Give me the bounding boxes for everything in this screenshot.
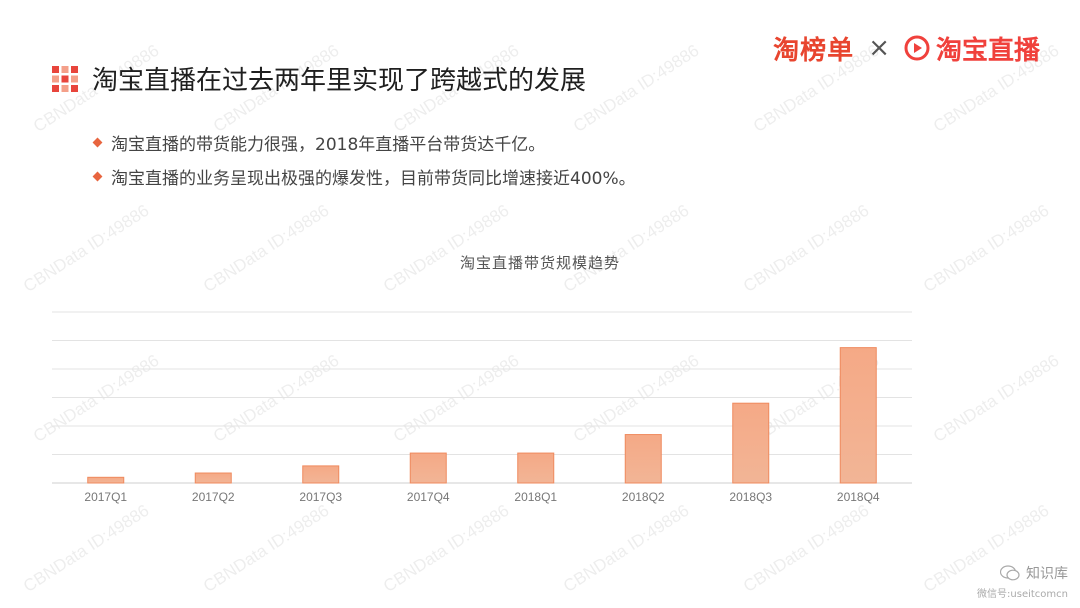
page-title: 淘宝直播在过去两年里实现了跨越式的发展 <box>92 66 587 96</box>
taobao-live-logo: 淘宝直播 <box>904 30 1040 67</box>
footer-watermark: 知识库 微信号:useitcomcn <box>977 563 1068 600</box>
bar-2017q1 <box>87 476 125 484</box>
bullet-text: 淘宝直播的带货能力很强，2018年直播平台带货达千亿。 <box>111 134 546 155</box>
chart-title: 淘宝直播带货规模趋势 <box>459 254 620 272</box>
chart-x-tick-labels: 2017Q1 2017Q2 2017Q3 2017Q4 2018Q1 2018Q2 2018… <box>84 490 880 504</box>
partner-logos: 淘榜单 × 淘宝直播 <box>773 30 1040 66</box>
bullet-item: 淘宝直播的业务呈现出极强的爆发性，目前带货同比增速接近400%。 <box>92 159 636 193</box>
wechat-icon <box>1000 565 1020 581</box>
bar-2017q4 <box>409 452 447 484</box>
chart-bars <box>87 347 877 484</box>
bar-2017q3 <box>302 465 340 484</box>
x-tick-label: 2018Q2 <box>622 490 665 504</box>
bar-2017q2 <box>194 472 232 484</box>
x-tick-label: 2018Q1 <box>514 490 557 504</box>
x-tick-label: 2018Q4 <box>837 490 880 504</box>
bullet-item: 淘宝直播的带货能力很强，2018年直播平台带货达千亿。 <box>92 125 636 159</box>
x-tick-label: 2017Q4 <box>407 490 450 504</box>
bar-2018q1 <box>517 452 555 484</box>
x-tick-label: 2018Q3 <box>729 490 772 504</box>
bar-2018q4 <box>839 347 877 484</box>
slide-title-row: 淘宝直播在过去两年里实现了跨越式的发展 <box>52 60 586 97</box>
bar-2018q2 <box>624 434 662 484</box>
footer-main-text: 知识库 <box>1026 566 1068 582</box>
bar-2018q3 <box>732 402 770 484</box>
checker-square-icon <box>52 65 78 92</box>
play-circle-icon <box>904 35 930 61</box>
chart-gridlines <box>52 311 912 484</box>
x-tick-label: 2017Q1 <box>84 490 127 504</box>
bullet-list: 淘宝直播的带货能力很强，2018年直播平台带货达千亿。 淘宝直播的业务呈现出极强… <box>92 125 636 193</box>
bullet-text: 淘宝直播的业务呈现出极强的爆发性，目前带货同比增速接近400%。 <box>111 168 636 189</box>
taobangdan-logo: 淘榜单 <box>773 35 855 66</box>
x-tick-label: 2017Q2 <box>192 490 235 504</box>
taobao-live-logo-text: 淘宝直播 <box>935 35 1040 66</box>
logo-separator: × <box>868 33 890 63</box>
footer-sub-text: 微信号:useitcomcn <box>977 589 1068 600</box>
x-tick-label: 2017Q3 <box>299 490 342 504</box>
